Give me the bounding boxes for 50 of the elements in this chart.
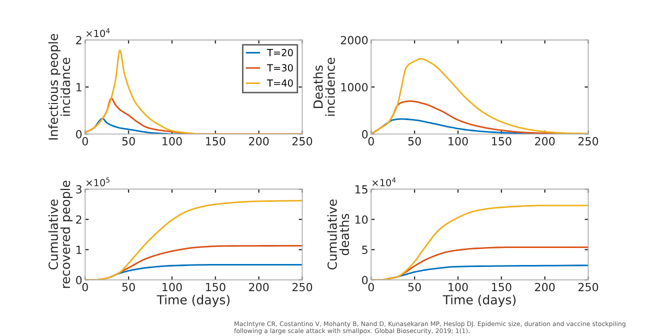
x-tick-label: 50 — [408, 282, 421, 292]
x-tick-label: 0 — [82, 282, 88, 292]
x-tick-label: 100 — [448, 137, 468, 146]
x-tick-label: 250 — [578, 137, 598, 146]
x-tick-label: 200 — [535, 137, 555, 146]
x-tick-label: 0 — [368, 137, 374, 146]
x-tick-label: 200 — [249, 282, 269, 292]
x-tick-label: 150 — [206, 137, 226, 146]
x-tick-label: 50 — [408, 137, 421, 146]
y-tick-label: 1 — [76, 246, 82, 254]
legend-label: T=20 — [267, 48, 293, 56]
x-tick-label: 150 — [492, 137, 512, 146]
legend-label: T=30 — [267, 64, 293, 72]
y-tick-label: 1000 — [341, 83, 368, 92]
y-tick-label: 5 — [362, 246, 368, 254]
y-tick-label: 15 — [355, 185, 368, 194]
y-axis-title: Cumulative deaths — [327, 200, 350, 270]
x-tick-label: 200 — [249, 137, 269, 146]
text: ×10$^{4}$ — [86, 28, 110, 38]
y-axis-title: Cumulative recovered people — [48, 180, 73, 288]
text: ×10$^{5}$ — [86, 177, 110, 186]
x-tick-label: 250 — [578, 282, 598, 292]
x-tick-label: 250 — [292, 137, 312, 146]
x-axis-title: Time (days) — [442, 294, 516, 307]
y-tick-label: 0 — [76, 130, 82, 138]
y-tick-label: 0 — [362, 276, 368, 284]
y-axis-title: Deaths incidence — [313, 58, 335, 116]
y-axis-title: Infectious people incidance — [48, 34, 70, 140]
y-tick-label: 0 — [362, 130, 368, 138]
x-tick-label: 0 — [82, 137, 88, 146]
y-tick-label: 2 — [76, 36, 82, 44]
x-tick-label: 100 — [162, 137, 182, 146]
y-tick-label: 2 — [76, 215, 82, 224]
y-tick-label: 3 — [76, 185, 82, 194]
x-tick-label: 150 — [206, 282, 226, 292]
x-axis-title: Time (days) — [156, 294, 230, 307]
x-tick-label: 0 — [368, 282, 374, 292]
y-tick-label: 1 — [76, 83, 82, 92]
x-tick-label: 200 — [535, 282, 555, 292]
y-tick-label: 2000 — [340, 36, 368, 44]
x-tick-label: 150 — [492, 282, 512, 292]
x-tick-label: 50 — [122, 282, 135, 292]
text: ×10$^{4}$ — [372, 177, 396, 186]
x-tick-label: 100 — [162, 282, 182, 292]
y-tick-label: 10 — [355, 215, 368, 224]
x-tick-label: 250 — [292, 282, 312, 292]
y-tick-label: 0 — [76, 276, 82, 284]
legend-label: T=40 — [267, 79, 293, 87]
x-tick-label: 50 — [122, 137, 135, 146]
x-tick-label: 100 — [448, 282, 468, 292]
